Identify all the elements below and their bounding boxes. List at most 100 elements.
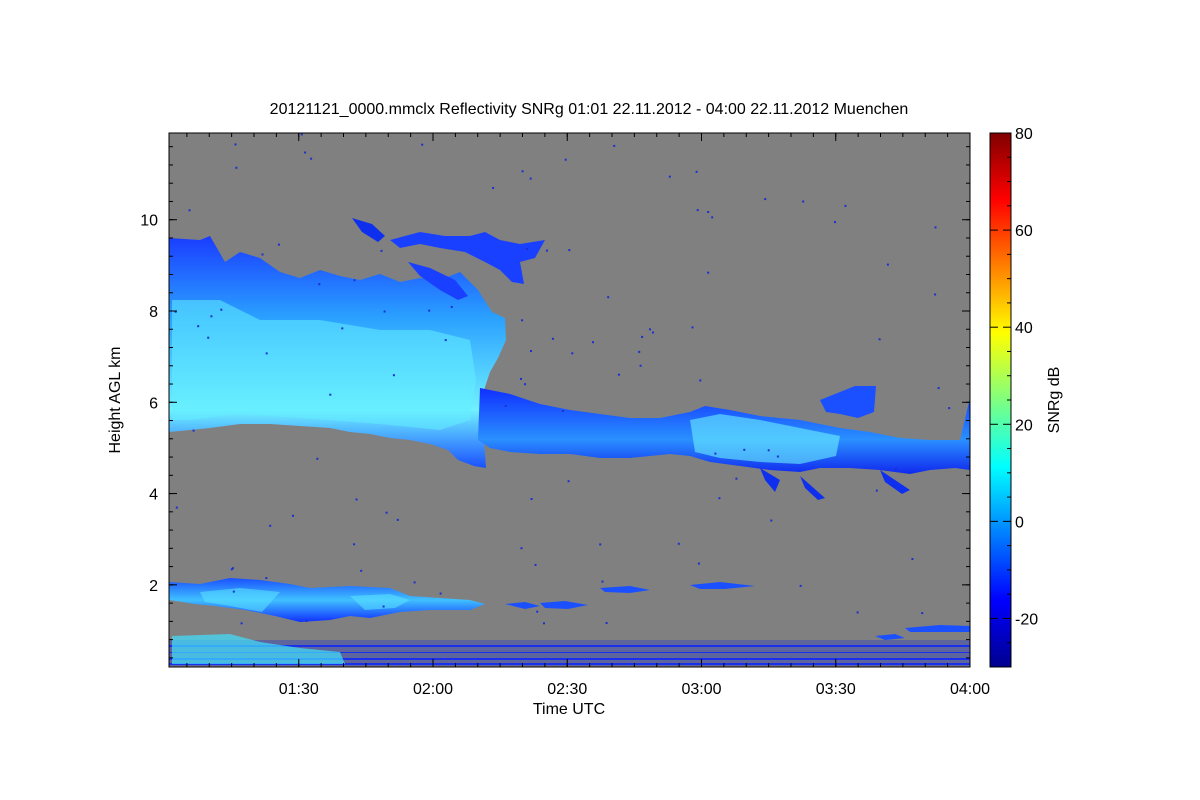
noise-speckle — [305, 619, 308, 622]
noise-speckle — [677, 542, 680, 545]
noise-speckle — [382, 605, 385, 608]
noise-speckle — [568, 249, 571, 252]
noise-speckle — [856, 611, 859, 614]
x-axis: 01:30 02:00 02:30 03:00 03:30 04:00 — [186, 133, 990, 698]
noise-speckle — [743, 448, 746, 451]
y-tick-label: 8 — [149, 304, 158, 321]
mid-level-cloud-core — [690, 414, 840, 464]
noise-speckle — [240, 622, 243, 625]
y-axis: 2 4 6 8 10 — [140, 146, 970, 659]
noise-speckle — [385, 511, 388, 514]
y-tick-label: 4 — [149, 487, 158, 504]
noise-speckle — [231, 567, 234, 570]
x-tick-label: 04:00 — [950, 681, 990, 698]
noise-speckle — [341, 327, 344, 330]
clutter-line — [169, 645, 970, 647]
noise-speckle — [844, 204, 847, 207]
noise-speckle — [561, 410, 564, 412]
noise-speckle — [699, 379, 702, 382]
noise-speckle — [230, 568, 233, 571]
noise-speckle — [428, 309, 431, 312]
noise-speckle — [355, 498, 358, 501]
noise-speckle — [521, 319, 524, 322]
noise-speckle — [265, 577, 268, 580]
clutter-line — [169, 663, 970, 665]
noise-speckle — [764, 198, 767, 201]
noise-speckle — [421, 143, 424, 146]
noise-speckle — [613, 144, 616, 147]
noise-speckle — [607, 296, 610, 299]
colorbar-tick-label: 20 — [1015, 417, 1033, 434]
mid-level-cloud-patch — [820, 386, 876, 418]
x-tick-label: 02:00 — [413, 681, 453, 698]
noise-speckle — [353, 279, 356, 282]
clutter-line — [169, 658, 970, 660]
noise-speckle — [543, 622, 545, 625]
noise-speckle — [300, 133, 303, 136]
noise-speckle — [571, 352, 574, 355]
noise-speckle — [380, 249, 383, 252]
noise-speckle — [520, 377, 522, 380]
noise-speckle — [696, 209, 699, 212]
noise-speckle — [530, 350, 532, 352]
low-cloud-core — [200, 588, 410, 612]
noise-speckle — [911, 558, 914, 560]
noise-speckle — [261, 253, 264, 256]
noise-speckle — [529, 177, 532, 180]
noise-speckle — [770, 519, 773, 522]
noise-speckle — [711, 216, 714, 219]
noise-speckle — [269, 524, 272, 527]
noise-speckles — [174, 133, 951, 625]
low-cloud-fragment — [875, 625, 970, 640]
colorbar-label: SNRg dB — [1046, 367, 1063, 434]
colorbar-tick-label: 60 — [1015, 223, 1033, 240]
noise-speckle — [192, 429, 195, 432]
noise-speckle — [383, 310, 386, 313]
colorbar-tick-label: 0 — [1015, 514, 1024, 531]
noise-speckle — [691, 326, 694, 329]
colorbar-tick-label: 80 — [1015, 126, 1033, 143]
y-tick-label: 2 — [149, 578, 158, 595]
noise-speckle — [668, 175, 671, 178]
noise-speckle — [605, 622, 608, 624]
noise-speckle — [360, 569, 363, 572]
noise-speckle — [878, 338, 881, 341]
x-tick-label: 02:30 — [547, 681, 587, 698]
noise-speckle — [207, 336, 210, 339]
noise-speckle — [875, 489, 878, 492]
x-tick-label: 03:00 — [681, 681, 721, 698]
noise-speckle — [197, 325, 200, 328]
noise-speckle — [235, 166, 238, 169]
noise-speckle — [767, 449, 770, 452]
y-axis-label: Height AGL km — [107, 346, 124, 453]
noise-speckle — [450, 305, 453, 308]
reflectivity-features — [169, 218, 970, 666]
noise-speckle — [520, 547, 523, 550]
noise-speckle — [232, 590, 235, 593]
noise-speckle — [948, 407, 951, 410]
noise-speckle — [546, 249, 548, 252]
noise-speckle — [188, 209, 191, 212]
noise-speckle — [304, 151, 307, 154]
noise-speckle — [641, 335, 644, 338]
noise-speckle — [638, 350, 641, 353]
noise-speckle — [776, 455, 779, 458]
noise-speckle — [175, 506, 178, 509]
y-tick-label: 6 — [149, 395, 158, 412]
colorbar-axis: -20 0 20 40 60 80 — [990, 126, 1038, 644]
x-axis-label: Time UTC — [533, 701, 605, 718]
noise-speckle — [834, 221, 836, 224]
noise-speckle — [799, 584, 802, 587]
noise-speckle — [530, 498, 533, 500]
noise-speckle — [934, 293, 937, 296]
noise-speckle — [413, 581, 416, 584]
noise-speckle — [524, 383, 526, 386]
x-tick-label: 01:30 — [279, 681, 319, 698]
colorbar-tick-label: 40 — [1015, 320, 1033, 337]
noise-speckle — [599, 543, 602, 546]
noise-speckle — [310, 157, 313, 160]
noise-speckle — [921, 612, 924, 615]
upper-cloud-fragment — [390, 232, 545, 284]
upper-cloud-bright-core — [172, 300, 476, 430]
